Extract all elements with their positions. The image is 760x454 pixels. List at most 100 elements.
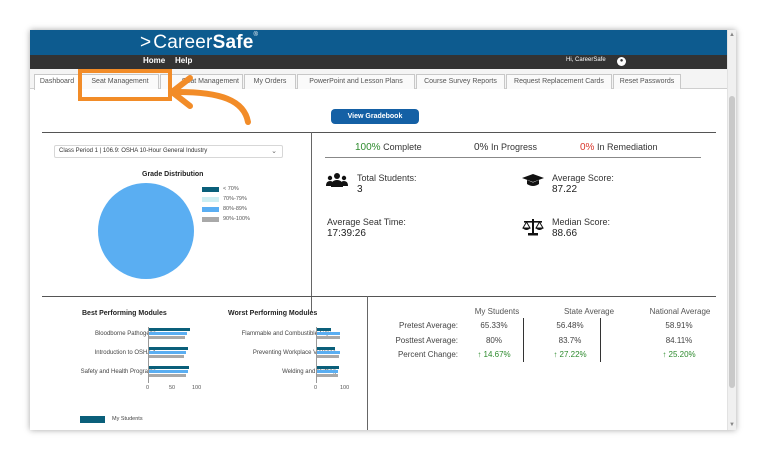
axis-tick-label: 0 — [146, 385, 150, 391]
divider — [367, 296, 368, 430]
bar-1-1 — [149, 351, 186, 354]
bar-2-2 — [317, 374, 339, 377]
logo-registered-mark: ® — [253, 32, 259, 38]
table-cell: ↑ 25.20% — [662, 350, 696, 359]
average-seat-time-value: 17:39:26 — [327, 228, 366, 239]
median-score-value: 88.66 — [552, 228, 578, 239]
legend-label: < 70% — [223, 186, 239, 192]
users-icon — [326, 173, 348, 187]
bar-2-0 — [317, 366, 340, 369]
progress-summary: 100% Complete 0% In Progress 0% In Remed… — [311, 133, 727, 156]
in-remediation-value: 0% — [580, 142, 595, 153]
tab-bar: Dashboard Seat Management Seat Managemen… — [30, 69, 727, 90]
legend-swatch — [202, 197, 219, 202]
in-remediation-stat: 0% In Remediation — [580, 142, 658, 153]
legend-label-my-students: My Students — [112, 416, 143, 422]
logo-chevron: > — [140, 32, 152, 53]
annotation-highlight-box — [78, 69, 172, 101]
legend-label: 70%-79% — [223, 196, 247, 202]
legend-swatch — [202, 217, 219, 222]
column-divider — [600, 318, 601, 362]
col-header-my-students: My Students — [474, 307, 520, 316]
table-cell: 80% — [485, 336, 502, 345]
bar-0-2 — [317, 336, 340, 339]
careersafe-logo[interactable]: > CareerSafe® — [140, 32, 258, 54]
bar-1-1 — [317, 351, 340, 354]
total-students-value: 3 — [357, 184, 363, 195]
in-progress-value: 0% — [474, 142, 489, 153]
bar-0-2 — [149, 336, 185, 339]
legend-label: 80%-89% — [223, 206, 247, 212]
col-header-national-average: National Average — [649, 307, 711, 316]
view-gradebook-button[interactable]: View Gradebook — [331, 109, 419, 124]
table-cell: 84.11% — [665, 336, 693, 345]
chevron-down-icon: ⌄ — [271, 148, 277, 155]
complete-stat: 100% Complete — [355, 142, 422, 153]
bar-0-1 — [149, 332, 187, 335]
graduation-cap-icon — [522, 174, 544, 186]
worst-module-label: Welding and Cutting — [282, 369, 336, 375]
vertical-scrollbar[interactable]: ▲ ▼ — [727, 30, 736, 430]
table-cell: 83.7% — [558, 336, 582, 345]
table-cell: 56.48% — [556, 321, 584, 330]
bar-2-0 — [149, 366, 190, 369]
nav-home-link[interactable]: Home — [143, 56, 166, 65]
tab-dashboard[interactable]: Dashboard — [34, 74, 80, 90]
table-cell: ↑ 27.22% — [553, 350, 587, 359]
tab-my-orders[interactable]: My Orders — [244, 74, 296, 89]
nav-help-link[interactable]: Help — [175, 56, 193, 65]
legend-swatch-my-students — [80, 416, 105, 423]
legend-label: 90%-100% — [223, 216, 250, 222]
pie-slice-2 — [98, 183, 194, 279]
class-period-select[interactable]: Class Period 1 | 106.9: OSHA 10-Hour Gen… — [54, 145, 283, 158]
worst-modules-title: Worst Performing Modules — [228, 310, 318, 317]
average-score-label: Average Score: — [552, 173, 614, 183]
in-remediation-label: In Remediation — [596, 142, 658, 152]
bar-0-0 — [317, 328, 332, 331]
bar-1-0 — [149, 347, 189, 350]
bar-1-2 — [317, 355, 340, 358]
axis-tick-label: 100 — [192, 385, 202, 391]
scroll-up-icon[interactable]: ▲ — [729, 32, 735, 38]
divider — [311, 132, 312, 312]
user-greeting: Hi, CareerSafe — [566, 57, 606, 63]
scroll-down-icon[interactable]: ▼ — [729, 422, 735, 428]
bar-2-2 — [149, 374, 186, 377]
in-progress-label: In Progress — [490, 142, 537, 152]
scrollbar-thumb[interactable] — [729, 96, 735, 388]
best-module-label: Bloodborne Pathogens — [94, 331, 156, 337]
axis-line — [148, 327, 149, 383]
bar-1-2 — [149, 355, 184, 358]
bar-2-1 — [317, 370, 338, 373]
best-module-label: Safety and Health Programs — [80, 369, 156, 375]
tab-course-survey-reports[interactable]: Course Survey Reports — [416, 74, 505, 89]
row-label-percent-change: Percent Change: — [397, 350, 458, 359]
grade-distribution-pie — [98, 183, 194, 279]
annotation-arrow-icon — [169, 75, 251, 125]
bar-1-0 — [317, 347, 336, 350]
tab-reset-passwords[interactable]: Reset Passwords — [613, 74, 681, 89]
axis-tick-label: 100 — [340, 385, 350, 391]
class-period-value: Class Period 1 | 106.9: OSHA 10-Hour Gen… — [59, 148, 208, 154]
average-score-value: 87.22 — [552, 184, 578, 195]
worst-module-label: Flammable and Combustible Liqu... — [241, 331, 336, 337]
legend-swatch — [202, 207, 219, 212]
table-cell: 58.91% — [665, 321, 693, 330]
tab-request-replacement-cards[interactable]: Request Replacement Cards — [506, 74, 612, 89]
column-divider — [523, 318, 524, 362]
bar-2-1 — [149, 370, 188, 373]
best-modules-title: Best Performing Modules — [82, 310, 167, 317]
total-students-label: Total Students: — [357, 173, 417, 183]
divider — [325, 157, 701, 158]
tab-powerpoint-lesson-plans[interactable]: PowerPoint and Lesson Plans — [297, 74, 415, 89]
row-label-posttest: Posttest Average: — [395, 336, 458, 345]
table-cell: ↑ 14.67% — [477, 350, 511, 359]
worst-module-label: Preventing Workplace Violence — [252, 350, 336, 356]
average-seat-time-label: Average Seat Time: — [327, 217, 406, 227]
table-cell: 65.33% — [480, 321, 508, 330]
user-circle-icon[interactable]: ● — [617, 57, 626, 66]
in-progress-stat: 0% In Progress — [474, 142, 537, 153]
complete-label: Complete — [383, 142, 422, 152]
browser-window: > CareerSafe® Home Help Hi, CareerSafe ● … — [30, 30, 736, 430]
